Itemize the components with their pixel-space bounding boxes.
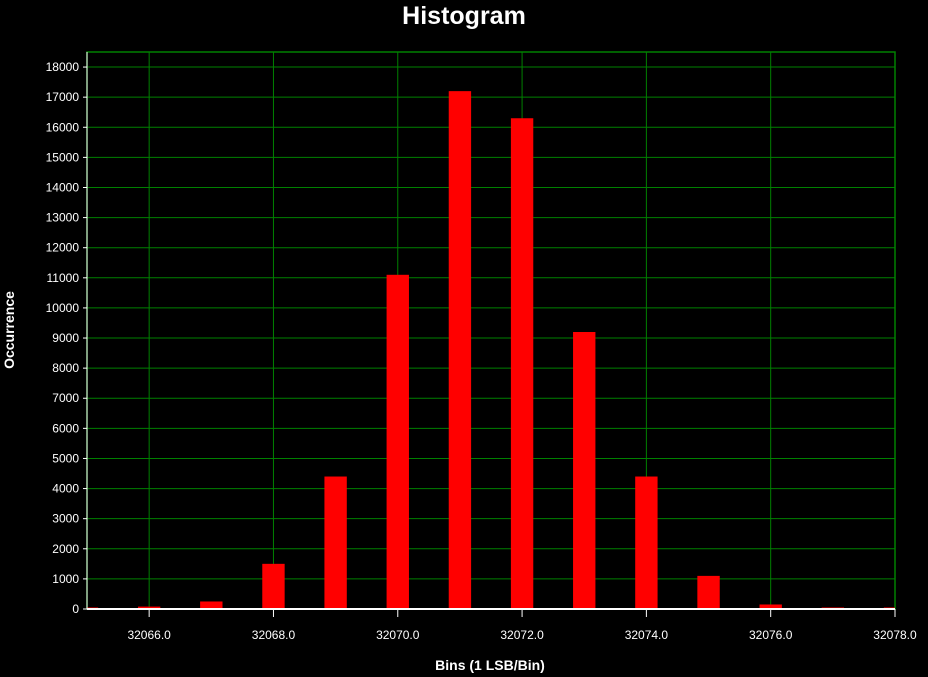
y-tick-label: 5000	[52, 451, 79, 465]
histogram-bar	[510, 118, 534, 609]
x-tick-label: 32070.0	[376, 628, 420, 642]
y-tick-label: 1000	[52, 572, 79, 586]
y-tick-label: 4000	[52, 482, 79, 496]
x-tick-label: 32074.0	[625, 628, 669, 642]
histogram-bar	[386, 274, 409, 609]
y-axis-label: Occurrence	[1, 291, 17, 369]
histogram-bar	[697, 575, 720, 609]
histogram-bar	[573, 332, 596, 609]
y-tick-label: 12000	[46, 241, 80, 255]
y-tick-label: 17000	[46, 90, 80, 104]
histogram-bar	[759, 604, 782, 609]
histogram-bar	[448, 91, 472, 609]
x-tick-label: 32066.0	[127, 628, 171, 642]
axis-layer: 0 1000 2000 3000 4000 5000 6000 7000 8000 9000 100…	[46, 52, 917, 642]
x-tick-label: 32068.0	[252, 628, 296, 642]
y-tick-label: 13000	[46, 211, 80, 225]
y-tick-label: 7000	[52, 391, 79, 405]
y-tick-label: 9000	[52, 331, 79, 345]
histogram-bar	[324, 476, 347, 609]
y-tick-label: 3000	[52, 512, 79, 526]
x-tick-label: 32078.0	[873, 628, 917, 642]
y-tick-label: 15000	[46, 150, 80, 164]
y-tick-label: 0	[72, 602, 79, 616]
histogram-bar	[137, 606, 161, 609]
x-axis-label: Bins (1 LSB/Bin)	[435, 657, 545, 673]
y-tick-label: 16000	[46, 120, 80, 134]
histogram-bar	[200, 601, 223, 609]
y-tick-label: 11000	[47, 271, 80, 285]
x-tick-label: 32076.0	[749, 628, 793, 642]
histogram-bar	[262, 563, 285, 609]
plot-frame	[86, 51, 896, 610]
y-tick-label: 2000	[52, 542, 79, 556]
y-tick-label: 10000	[46, 301, 80, 315]
y-tick-label: 8000	[52, 361, 79, 375]
chart-title: Histogram	[402, 2, 526, 30]
bar-layer	[87, 91, 895, 609]
y-tick-label: 6000	[52, 421, 79, 435]
grid-layer	[86, 51, 896, 610]
y-tick-label: 18000	[46, 60, 80, 74]
histogram-bar	[635, 476, 658, 609]
x-tick-label: 32072.0	[500, 628, 544, 642]
y-tick-label: 14000	[46, 180, 80, 194]
